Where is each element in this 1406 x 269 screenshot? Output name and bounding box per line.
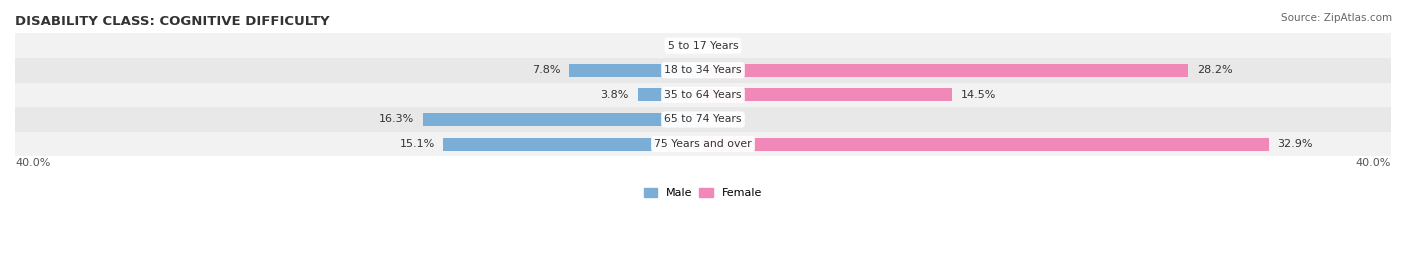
- Bar: [703, 138, 1268, 151]
- Bar: [15, 83, 1391, 107]
- Text: 32.9%: 32.9%: [1278, 139, 1313, 149]
- Bar: [15, 58, 1391, 83]
- Text: 0.0%: 0.0%: [711, 41, 740, 51]
- Text: 40.0%: 40.0%: [15, 158, 51, 168]
- Text: 0.0%: 0.0%: [666, 41, 695, 51]
- Text: Source: ZipAtlas.com: Source: ZipAtlas.com: [1281, 13, 1392, 23]
- Text: 7.8%: 7.8%: [531, 65, 560, 75]
- Text: 3.8%: 3.8%: [600, 90, 628, 100]
- Text: DISABILITY CLASS: COGNITIVE DIFFICULTY: DISABILITY CLASS: COGNITIVE DIFFICULTY: [15, 15, 329, 28]
- Text: 28.2%: 28.2%: [1197, 65, 1232, 75]
- Text: 35 to 64 Years: 35 to 64 Years: [664, 90, 742, 100]
- Text: 5 to 17 Years: 5 to 17 Years: [668, 41, 738, 51]
- Bar: [15, 33, 1391, 58]
- Text: 15.1%: 15.1%: [399, 139, 434, 149]
- Text: 18 to 34 Years: 18 to 34 Years: [664, 65, 742, 75]
- Bar: [569, 64, 703, 77]
- Bar: [638, 89, 703, 101]
- Bar: [15, 107, 1391, 132]
- Text: 40.0%: 40.0%: [1355, 158, 1391, 168]
- Bar: [703, 64, 1188, 77]
- Text: 16.3%: 16.3%: [378, 115, 413, 125]
- Bar: [443, 138, 703, 151]
- Text: 65 to 74 Years: 65 to 74 Years: [664, 115, 742, 125]
- Text: 14.5%: 14.5%: [960, 90, 997, 100]
- Text: 0.0%: 0.0%: [711, 115, 740, 125]
- Bar: [703, 89, 952, 101]
- Bar: [423, 113, 703, 126]
- Legend: Male, Female: Male, Female: [640, 183, 766, 203]
- Text: 75 Years and over: 75 Years and over: [654, 139, 752, 149]
- Bar: [15, 132, 1391, 156]
